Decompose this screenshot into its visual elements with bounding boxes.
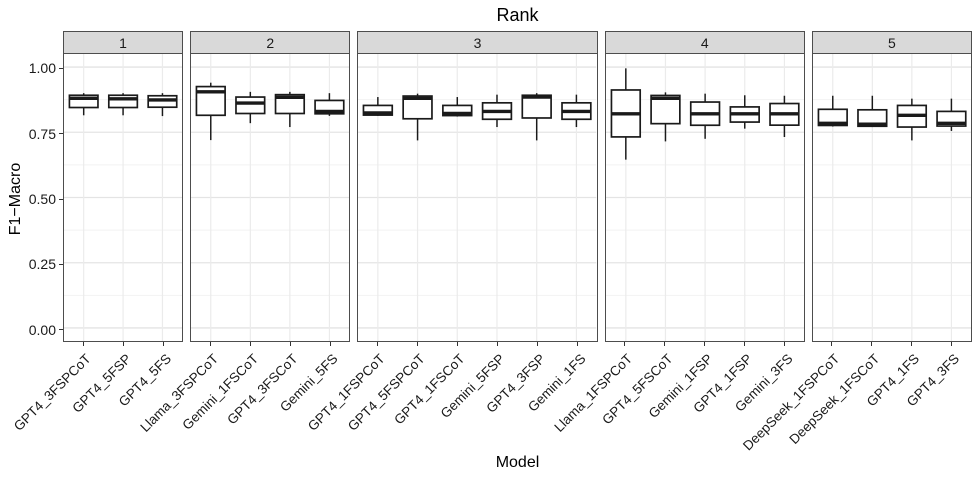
x-tick-label: GPT4_1FSCoT <box>391 351 469 428</box>
x-tick-mark <box>209 342 211 346</box>
facet-panel <box>604 54 805 342</box>
boxplot-canvas <box>812 54 972 341</box>
x-axis-labels: GPT4_1FSPCoT GPT4_5FSPCoT GPT4_1FSCoT Gemin… <box>305 342 597 458</box>
y-tick: 0.50 <box>29 191 63 207</box>
x-tick-mark <box>911 342 913 346</box>
facet-row: 1 GPT4_3FSPCoT GPT4_5FSP GPT4_5FS 2 Llama_3FS… <box>11 31 973 458</box>
y-tick: 0.75 <box>29 126 63 142</box>
y-tick-label: 0.00 <box>28 321 56 338</box>
box-iqr <box>817 108 848 127</box>
boxplot-canvas <box>64 54 183 341</box>
y-tick-label: 0.25 <box>28 256 56 273</box>
facet-panel <box>63 54 184 342</box>
facet-panel <box>190 54 351 342</box>
box-iqr <box>107 94 139 109</box>
boxplot-canvas <box>605 54 804 341</box>
x-tick-mark <box>249 342 251 346</box>
x-tick-mark <box>289 342 291 346</box>
x-tick-mark <box>704 342 706 346</box>
x-tick-label: GPT4_5FSCoT <box>598 351 676 428</box>
box-iqr <box>274 93 306 115</box>
facet-strip-label: 4 <box>604 31 805 54</box>
x-axis-labels: DeepSeek_1FSPCoT DeepSeek_1FSCoT GPT4_1FS G… <box>740 342 972 458</box>
facet-strip-label: 1 <box>63 31 184 54</box>
facet-strip-label: 5 <box>811 31 973 54</box>
y-tick: 0.25 <box>29 256 63 272</box>
box-iqr <box>856 108 888 128</box>
x-tick-mark <box>416 342 418 346</box>
boxplot-canvas <box>191 54 350 341</box>
box-iqr <box>362 104 394 116</box>
box-iqr <box>402 95 434 120</box>
box-iqr <box>235 96 266 115</box>
x-tick-mark <box>664 342 666 346</box>
y-tick-mark <box>59 329 63 331</box>
box-iqr <box>649 94 681 125</box>
x-tick-mark <box>456 342 458 346</box>
y-tick-label: 1.00 <box>28 60 56 77</box>
x-tick-mark <box>329 342 331 346</box>
x-tick-mark <box>496 342 498 346</box>
x-axis-labels: Llama_1FSPCoT GPT4_5FSCoT Gemini_1FSP GPT4_… <box>551 342 805 458</box>
facet-5: 5 DeepSeek_1FSPCoT DeepSeek_1FSCoT GPT4_1FS… <box>740 31 973 458</box>
y-tick-label: 0.75 <box>28 125 56 142</box>
y-tick-mark <box>59 133 63 135</box>
facet-3: 3 GPT4_1FSPCoT GPT4_5FSPCoT GPT4_1FSCoT Gemi… <box>305 31 598 458</box>
facet-panel <box>811 54 973 342</box>
x-tick-mark <box>537 342 539 346</box>
facet-4: 4 Llama_1FSPCoT GPT4_5FSCoT Gemini_1FSP GPT4… <box>551 31 805 458</box>
x-tick-mark <box>624 342 626 346</box>
y-axis: F1−Macro 0.00 0.25 0.50 0.75 1.00 <box>0 31 63 461</box>
x-tick-label: GPT4_3FSCoT <box>224 351 301 428</box>
x-axis-labels: GPT4_3FSPCoT GPT4_5FSP GPT4_5FS <box>11 342 183 458</box>
x-tick-mark <box>577 342 579 346</box>
y-tick-mark <box>59 67 63 69</box>
x-axis-title: Model <box>495 454 540 471</box>
x-tick-mark <box>831 342 833 346</box>
x-axis-labels: Llama_3FSPCoT Gemini_1FSCoT GPT4_3FSCoT Gem… <box>137 342 350 458</box>
y-tick-mark <box>59 198 63 200</box>
y-tick-label: 0.50 <box>28 191 56 207</box>
x-tick-mark <box>871 342 873 346</box>
facet-1: 1 GPT4_3FSPCoT GPT4_5FSP GPT4_5FS <box>11 31 184 458</box>
boxplot-canvas <box>358 54 597 341</box>
x-tick-mark <box>376 342 378 346</box>
x-tick-mark <box>122 342 124 346</box>
x-tick-mark <box>744 342 746 346</box>
facet-strip-label: 3 <box>357 31 598 54</box>
y-tick: 1.00 <box>29 60 63 76</box>
chart-title: Rank <box>496 5 539 25</box>
facet-strip-label: 2 <box>190 31 351 54</box>
chart-area: F1−Macro 0.00 0.25 0.50 0.75 1.00 1 GPT4_3FSP… <box>0 31 973 461</box>
facet-panel <box>357 54 598 342</box>
x-tick-mark <box>82 342 84 346</box>
y-tick: 0.00 <box>29 322 63 338</box>
y-tick-mark <box>59 263 63 265</box>
x-tick-mark <box>951 342 953 346</box>
y-axis-title: F1−Macro <box>7 162 24 236</box>
box-iqr <box>521 94 553 119</box>
x-tick-mark <box>784 342 786 346</box>
x-tick-mark <box>162 342 164 346</box>
facet-2: 2 Llama_3FSPCoT Gemini_1FSCoT GPT4_3FSCoT Ge… <box>137 31 351 458</box>
box-iqr <box>442 104 473 117</box>
